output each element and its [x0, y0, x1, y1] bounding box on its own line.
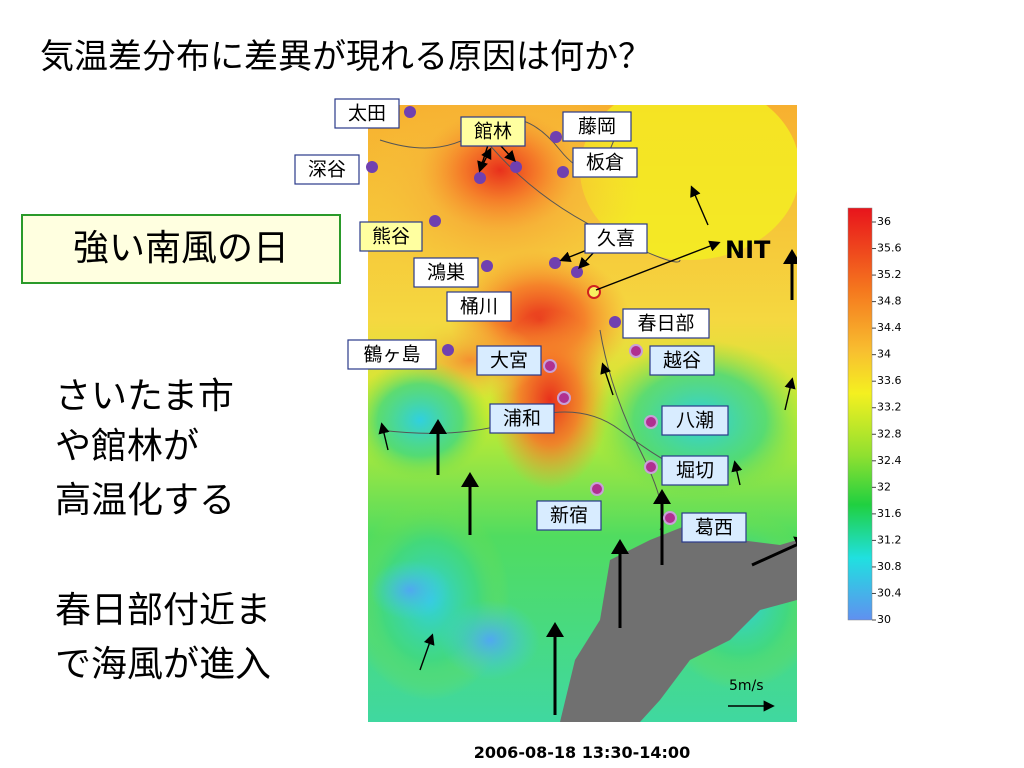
colorbar: 36 35.6 35.2 34.8 34.4 34 33.6 33.2 32.8 32.4 32 31… — [847, 207, 902, 626]
place-label: 桶川 — [460, 296, 498, 318]
body-line: で海風が進入 — [55, 644, 271, 685]
colorbar-tick-label: 34.8 — [877, 295, 902, 308]
place-label: 八潮 — [676, 410, 714, 432]
title: 気温差分布に差異が現れる原因は何か？ — [40, 37, 652, 77]
place-label: 新宿 — [550, 505, 588, 527]
place-label: 越谷 — [663, 350, 701, 372]
colorbar-tick-label: 33.2 — [877, 401, 902, 414]
place-label: 鶴ヶ島 — [363, 344, 420, 366]
colorbar-tick-label: 30.4 — [877, 586, 902, 599]
colorbar-tick-label: 35.6 — [877, 242, 902, 255]
colorbar-tick-label: 34 — [877, 348, 891, 361]
colorbar-tick-label: 35.2 — [877, 268, 902, 281]
callout-box — [21, 214, 341, 284]
place-label: 館林 — [474, 121, 512, 143]
callout: 強い南風の日 — [73, 228, 289, 269]
colorbar-tick-label: 30.8 — [877, 560, 902, 573]
colorbar-tick-label: 33.6 — [877, 374, 902, 387]
place-label: 浦和 — [503, 408, 541, 430]
place-label: 春日部 — [637, 313, 694, 335]
body-line: 春日部付近ま — [55, 590, 271, 631]
place-label: 鴻巣 — [427, 262, 465, 284]
map — [368, 105, 797, 722]
colorbar-tick-label: 31.2 — [877, 533, 902, 546]
colorbar-tick-label: 32 — [877, 480, 891, 493]
colorbar-tick-label: 32.4 — [877, 454, 902, 467]
place-label: 板倉 — [586, 152, 624, 174]
body-line: さいたま市 — [55, 376, 234, 417]
colorbar-tick-label: 34.4 — [877, 321, 902, 334]
body-line: や館林が — [55, 426, 199, 467]
colorbar-ramp — [847, 207, 873, 621]
place-labels: 太田 館林 藤岡 深谷 板倉 熊谷 久喜 鴻巣 桶川 春日部 鶴ヶ島 大宮 越谷… — [294, 98, 747, 543]
timestamp: 2006-08-18 13:30-14:00 — [474, 743, 690, 762]
place-label: 深谷 — [308, 159, 346, 181]
place-label: 堀切 — [676, 460, 714, 482]
place-label: 葛西 — [695, 517, 733, 539]
markers — [366, 106, 721, 525]
place-label: 久喜 — [597, 228, 635, 250]
colorbar-tick-label: 31.6 — [877, 507, 902, 520]
colorbar-tick-label: 32.8 — [877, 427, 902, 440]
body-text: さいたま市 や館林が 高温化する 春日部付近ま で海風が進入 — [55, 376, 271, 685]
place-label: 藤岡 — [578, 116, 616, 138]
colorbar-tick-label: 36 — [877, 215, 891, 228]
place-label: 熊谷 — [372, 226, 410, 248]
site-label: NIT — [725, 236, 771, 264]
body-line: 高温化する — [55, 480, 235, 521]
colorbar-tick-label: 30 — [877, 613, 891, 626]
place-label: 大宮 — [490, 350, 528, 372]
scale-label: 5m/s — [729, 678, 764, 694]
place-label: 太田 — [348, 103, 386, 125]
